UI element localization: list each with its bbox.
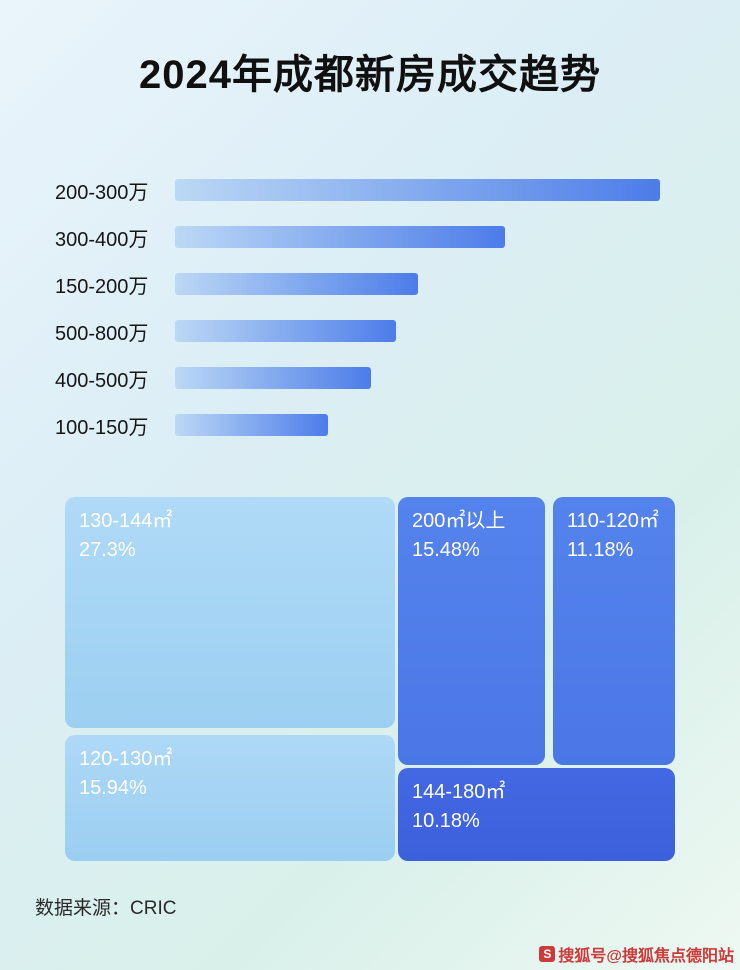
bar-track [175,273,660,295]
area-share-treemap: 130-144㎡ 27.3% 200㎡以上 15.48% 110-120㎡ 11… [65,497,675,863]
price-range-bar-chart: 200-300万 300-400万 150-200万 500-800万 400- [55,176,695,458]
sohu-logo-icon: S [539,946,556,962]
treemap-block-value: 11.18% [567,539,634,561]
page-title: 2024年成都新房成交趋势 [139,53,601,97]
treemap-block-value: 15.48% [412,539,480,561]
bar-row: 400-500万 [55,364,695,392]
bar-row: 500-800万 [55,317,695,345]
bar-label: 300-400万 [55,228,149,251]
bar-label: 200-300万 [55,181,149,204]
treemap-block-label: 110-120㎡ [567,510,659,532]
treemap-block-value: 15.94% [79,777,147,799]
treemap-block-120-130: 120-130㎡ 15.94% [65,735,395,861]
bar-label: 400-500万 [55,369,149,392]
bar-track [175,414,660,436]
watermark-text: 搜狐号@搜狐焦点德阳站 [558,948,734,965]
treemap-block-144-180: 144-180㎡ 10.18% [398,768,675,861]
watermark: S 搜狐号@搜狐焦点德阳站 [539,942,734,966]
bar-row: 200-300万 [55,176,695,204]
treemap-block-label: 130-144㎡ [79,510,173,532]
bar [175,179,660,201]
bar [175,273,418,295]
bar-label: 500-800万 [55,322,149,345]
bar-row: 150-200万 [55,270,695,298]
bar-track [175,320,660,342]
bar-track [175,367,660,389]
treemap-block-200-plus: 200㎡以上 15.48% [398,497,545,765]
treemap-block-label: 200㎡以上 [412,510,506,532]
treemap-block-value: 10.18% [412,810,480,832]
data-source-label: 数据来源：CRIC [35,898,177,919]
treemap-block-value: 27.3% [79,539,136,561]
bar-track [175,179,660,201]
bar [175,226,505,248]
bar-label: 150-200万 [55,275,149,298]
treemap-block-130-144: 130-144㎡ 27.3% [65,497,395,728]
treemap-block-110-120: 110-120㎡ 11.18% [553,497,675,765]
bar-label: 100-150万 [55,416,149,439]
treemap-block-label: 144-180㎡ [412,781,506,803]
bar [175,414,328,436]
bar-row: 100-150万 [55,411,695,439]
treemap-block-label: 120-130㎡ [79,748,173,770]
bar-track [175,226,660,248]
bar [175,320,396,342]
bar [175,367,372,389]
bar-row: 300-400万 [55,223,695,251]
